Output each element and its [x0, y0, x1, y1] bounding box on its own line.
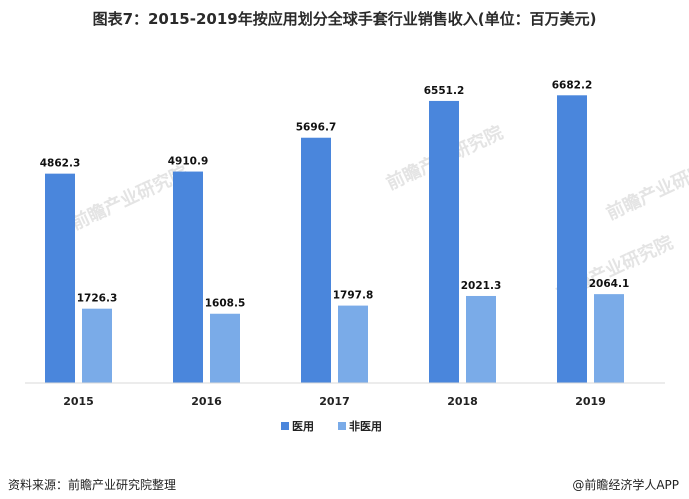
data-label: 2064.1 — [589, 278, 630, 290]
bar-non-medical-2019 — [594, 294, 624, 383]
bar-medical-2019 — [557, 95, 587, 384]
source-note: 资料来源：前瞻产业研究院整理 — [8, 478, 177, 492]
bar-medical-2016 — [173, 171, 203, 383]
legend-swatch — [338, 422, 346, 430]
x-tick-label: 2019 — [575, 395, 606, 408]
watermark-layer: 前瞻产业研究院前瞻产业研究院前瞻产业研究院前瞻产业研究院 — [68, 121, 689, 304]
data-label: 6551.2 — [424, 85, 465, 97]
data-label: 4862.3 — [40, 158, 81, 170]
data-label: 4910.9 — [168, 156, 209, 168]
data-label: 6682.2 — [552, 79, 593, 91]
credit-note: @前瞻经济学人APP — [572, 478, 679, 492]
data-label: 1797.8 — [333, 290, 374, 302]
bar-non-medical-2017 — [338, 305, 368, 383]
data-label: 1726.3 — [77, 293, 118, 305]
bar-medical-2018 — [429, 100, 459, 383]
legend-label: 医用 — [292, 420, 314, 433]
bar-non-medical-2018 — [466, 295, 496, 383]
bars-layer: 4862.3 4910.9 5696.7 6551.2 6682.2 1726.3 1608… — [40, 79, 630, 384]
bar-medical-2017 — [301, 137, 331, 383]
bar-non-medical-2016 — [210, 313, 240, 383]
legend-label: 非医用 — [349, 419, 382, 433]
bar-non-medical-2015 — [82, 308, 112, 383]
legend: 医用 非医用 — [281, 419, 382, 433]
data-label: 2021.3 — [461, 280, 502, 292]
chart-title: 图表7：2015-2019年按应用划分全球手套行业销售收入(单位：百万美元) — [92, 10, 597, 28]
data-label: 1608.5 — [205, 298, 246, 310]
watermark-text: 前瞻产业研究院 — [603, 151, 689, 224]
x-tick-label: 2017 — [319, 395, 350, 408]
x-tick-label: 2015 — [63, 395, 94, 408]
x-tick-label: 2016 — [191, 395, 222, 408]
x-tick-label: 2018 — [447, 395, 478, 408]
watermark-text: 前瞻产业研究院 — [68, 161, 191, 234]
x-tick-labels: 2015 2016 2017 2018 2019 — [63, 395, 606, 408]
legend-swatch — [281, 422, 289, 430]
bar-medical-2015 — [45, 173, 75, 383]
data-label: 5696.7 — [296, 122, 337, 134]
